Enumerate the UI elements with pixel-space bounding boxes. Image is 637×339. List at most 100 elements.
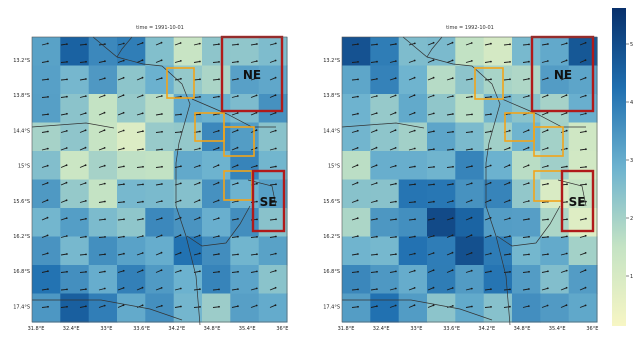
wind-arrow-head	[47, 113, 49, 116]
wind-arrow	[484, 43, 491, 46]
grid-cell	[398, 94, 428, 124]
wind-arrow	[193, 235, 200, 238]
wind-arrow	[60, 306, 68, 308]
wind-arrow	[370, 147, 377, 151]
map-frame	[31, 36, 288, 323]
colorbar-tick-label: 2	[630, 216, 633, 222]
wind-arrow	[446, 183, 453, 186]
wind-arrow-head	[47, 270, 49, 273]
wind-arrow-head	[237, 43, 239, 46]
wind-arrow-head	[179, 60, 182, 62]
wind-arrow	[560, 94, 567, 98]
wind-arrow-head	[66, 112, 68, 115]
wind-arrow-head	[123, 218, 125, 221]
wind-arrow	[60, 182, 67, 186]
wind-arrow	[446, 42, 453, 46]
wind-arrow	[231, 200, 238, 203]
wind-arrow	[41, 199, 48, 203]
wind-arrow	[541, 60, 548, 63]
y-tick-label: 14.4°S	[323, 128, 340, 134]
wind-arrow-head	[160, 77, 163, 79]
map-panel-1991: time = 1991-10-01 NE SE	[13, 25, 288, 332]
wind-arrow-head	[490, 42, 492, 45]
wind-arrow-head	[528, 77, 530, 80]
wind-arrow	[370, 78, 377, 81]
wind-arrow-head	[103, 182, 106, 185]
grid-cell	[145, 151, 175, 181]
wind-arrow-head	[509, 253, 511, 256]
wind-arrow-head	[546, 304, 549, 307]
wind-arrow-head	[356, 235, 359, 238]
grid-cell	[60, 293, 90, 323]
grid-cell	[455, 236, 485, 266]
wind-arrow-head	[432, 41, 435, 44]
wind-arrow	[541, 94, 548, 98]
wind-arrow-head	[566, 235, 568, 238]
wind-arrow	[503, 78, 511, 81]
y-tick-label: 17.4°S	[323, 304, 340, 310]
wind-arrow-head	[46, 216, 49, 219]
wind-arrow	[212, 217, 219, 221]
grid-cell	[258, 94, 288, 124]
wind-arrow-head	[274, 111, 277, 114]
grid-cell	[342, 208, 371, 238]
wind-arrow	[41, 43, 48, 46]
grid-cell	[540, 208, 570, 238]
wind-arrow-head	[84, 200, 87, 202]
wind-arrow	[446, 148, 454, 151]
wind-arrow-head	[357, 78, 359, 81]
wind-arrow-head	[356, 199, 359, 202]
wind-arrow	[155, 131, 163, 133]
wind-arrow	[155, 166, 163, 168]
wind-arrow-head	[395, 236, 397, 238]
panel-title: time = 1992-10-01	[446, 25, 494, 31]
wind-arrow	[503, 199, 510, 203]
wind-arrow-head	[565, 147, 568, 150]
wind-arrow	[408, 77, 415, 81]
grid-cell	[60, 208, 90, 238]
wind-arrow-head	[236, 112, 239, 114]
wind-arrow-head	[161, 148, 163, 151]
wind-arrow-head	[508, 164, 511, 167]
wind-arrow	[193, 217, 200, 221]
wind-arrow-head	[451, 59, 454, 62]
grid-cell	[117, 293, 146, 323]
grid-cell	[60, 179, 90, 209]
wind-arrow	[389, 183, 396, 186]
wind-arrow	[579, 252, 586, 256]
y-tick-label: 16.8°S	[323, 269, 340, 275]
wind-arrow	[117, 304, 124, 308]
grid-cell	[427, 94, 456, 124]
wind-arrow	[231, 271, 239, 273]
wind-arrow	[541, 287, 548, 291]
y-tick-label: 15°S	[18, 164, 30, 170]
wind-arrow	[484, 130, 491, 133]
wind-arrow-head	[585, 130, 587, 133]
wind-arrow	[79, 147, 86, 151]
wind-arrow-head	[46, 147, 49, 150]
wind-arrow-head	[376, 235, 378, 238]
wind-arrow	[136, 112, 143, 116]
wind-arrow-head	[236, 95, 239, 97]
precip-grid	[32, 37, 288, 323]
wind-arrow-head	[489, 147, 492, 150]
wind-arrow-head	[451, 77, 454, 80]
grid-cell	[88, 236, 118, 266]
wind-arrow-head	[84, 112, 87, 114]
wind-arrow	[370, 95, 377, 98]
grid-cell	[145, 265, 175, 295]
wind-arrow-head	[585, 183, 587, 186]
wind-arrow	[484, 78, 492, 81]
wind-arrow-head	[217, 164, 220, 167]
wind-arrow	[136, 235, 143, 238]
wind-arrow-head	[122, 129, 125, 132]
wind-arrow	[136, 252, 143, 256]
wind-arrow	[155, 148, 163, 151]
wind-arrow	[351, 271, 359, 273]
wind-arrow	[231, 129, 238, 133]
wind-arrow-head	[237, 253, 239, 256]
wind-arrow	[174, 42, 181, 46]
region-label-se: SE	[260, 195, 277, 209]
grid-cell	[398, 122, 428, 152]
wind-arrow-head	[565, 304, 568, 307]
